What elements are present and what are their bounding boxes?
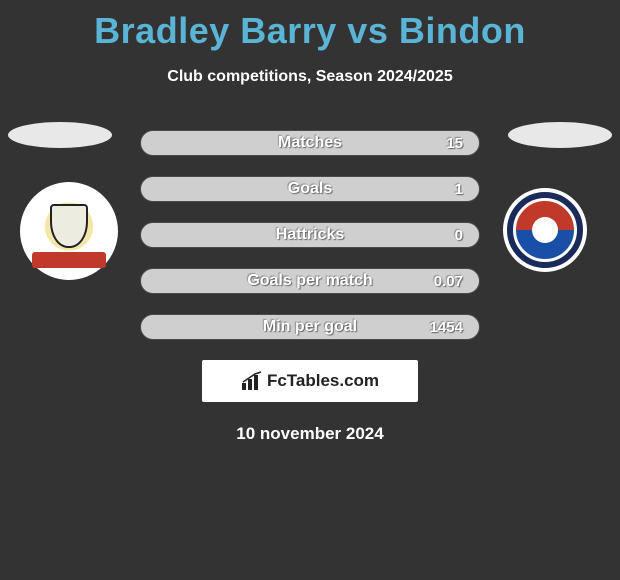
chart-icon <box>241 371 263 391</box>
stat-value: 0 <box>455 227 463 244</box>
stat-row-goals: Goals 1 <box>140 176 480 202</box>
comparison-panel: Matches 15 Goals 1 Hattricks 0 Goals per… <box>0 130 620 444</box>
stat-label: Goals <box>288 180 332 198</box>
stat-value: 15 <box>446 135 463 152</box>
date-label: 10 november 2024 <box>0 424 620 444</box>
stat-row-matches: Matches 15 <box>140 130 480 156</box>
stat-value: 0.07 <box>434 273 463 290</box>
page-title: Bradley Barry vs Bindon <box>0 0 620 52</box>
stat-label: Hattricks <box>276 226 344 244</box>
stat-label: Min per goal <box>263 318 357 336</box>
stat-label: Goals per match <box>247 272 372 290</box>
stat-value: 1 <box>455 181 463 198</box>
watermark: FcTables.com <box>202 360 418 402</box>
player-photo-left <box>8 122 112 148</box>
club-badge-right <box>503 188 587 272</box>
stats-list: Matches 15 Goals 1 Hattricks 0 Goals per… <box>140 130 480 340</box>
stat-value: 1454 <box>430 319 463 336</box>
stat-row-hattricks: Hattricks 0 <box>140 222 480 248</box>
club-badge-left <box>20 182 118 280</box>
watermark-text: FcTables.com <box>267 371 379 391</box>
subtitle: Club competitions, Season 2024/2025 <box>0 68 620 86</box>
stat-row-goals-per-match: Goals per match 0.07 <box>140 268 480 294</box>
player-photo-right <box>508 122 612 148</box>
stat-row-min-per-goal: Min per goal 1454 <box>140 314 480 340</box>
stat-label: Matches <box>278 134 342 152</box>
